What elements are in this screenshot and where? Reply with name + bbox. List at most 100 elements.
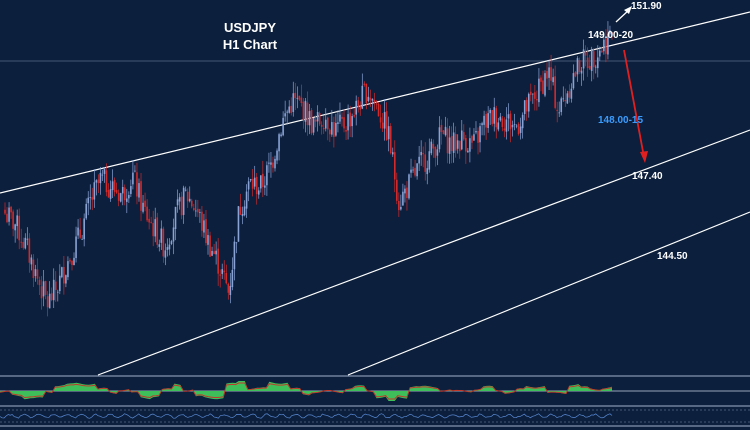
candle-body <box>44 281 47 295</box>
candle-body <box>20 241 23 243</box>
candle-body <box>302 101 305 120</box>
candle-body <box>379 117 382 123</box>
candle-body <box>105 170 108 193</box>
candle-body <box>341 116 343 119</box>
candle-body <box>416 163 418 177</box>
candle-body <box>201 211 203 231</box>
candle-body <box>481 123 483 126</box>
candle-body <box>180 196 183 216</box>
candle-body <box>121 187 124 194</box>
candle-body <box>538 78 540 103</box>
candle-body <box>282 117 284 136</box>
candle-body <box>174 206 177 229</box>
candle-body <box>375 103 378 105</box>
candle-body <box>304 100 307 122</box>
candle-body <box>586 57 589 69</box>
candle-body <box>493 107 496 124</box>
candle-body <box>463 132 465 140</box>
candle-body <box>560 98 563 113</box>
candle-body <box>361 85 364 109</box>
candle-body <box>213 251 215 255</box>
candle-body <box>40 286 43 299</box>
level-label-147-40: 147.40 <box>632 171 663 182</box>
candle-body <box>207 235 209 245</box>
candle-body <box>227 283 230 293</box>
candle-body <box>544 73 546 96</box>
candle-body <box>556 109 558 111</box>
candle-body <box>83 218 85 240</box>
candle-body <box>255 176 258 195</box>
candle-body <box>272 162 274 168</box>
candle-body <box>61 267 63 278</box>
candle-body <box>491 110 494 125</box>
candle-body <box>184 189 187 191</box>
candle-body <box>119 193 122 202</box>
candle-body <box>251 179 254 189</box>
candle-body <box>432 143 435 149</box>
candle-body <box>590 49 593 72</box>
candle-body <box>426 168 429 175</box>
candle-body <box>186 191 189 202</box>
candle-body <box>507 114 510 119</box>
candle-body <box>223 270 226 273</box>
candle-body <box>249 179 252 181</box>
candle-body <box>525 99 528 112</box>
candle-body <box>268 162 270 164</box>
candle-body <box>594 66 597 68</box>
candle-body <box>109 189 112 199</box>
candle-body <box>393 152 396 180</box>
candle-body <box>4 209 6 214</box>
candle-body <box>176 199 179 206</box>
candle-body <box>414 167 416 176</box>
candle-body <box>406 187 408 199</box>
candle-body <box>605 38 607 54</box>
candle-body <box>188 198 191 202</box>
candle-body <box>410 169 412 173</box>
candle-body <box>343 117 345 129</box>
candle-body <box>259 175 262 189</box>
candle-body <box>178 197 181 202</box>
candle-body <box>322 128 325 130</box>
candle-body <box>247 181 250 190</box>
candle-body <box>473 134 475 141</box>
candle-body <box>471 136 473 143</box>
candle-body <box>128 195 130 199</box>
candle-body <box>32 259 35 279</box>
candle-body <box>300 97 303 103</box>
candle-body <box>536 99 538 101</box>
candle-body <box>485 113 487 128</box>
candle-body <box>28 238 31 263</box>
candle-body <box>239 207 242 215</box>
candle-body <box>546 70 548 79</box>
candle-body <box>316 112 319 122</box>
candle-body <box>257 190 260 195</box>
candle-body <box>34 269 37 277</box>
channel-middle-line <box>97 129 750 376</box>
candle-body <box>85 203 88 219</box>
candle-body <box>209 235 211 257</box>
candle-body <box>288 106 291 113</box>
candle-body <box>532 93 534 95</box>
candle-body <box>298 95 301 100</box>
candle-body <box>487 113 489 128</box>
candle-body <box>420 151 422 156</box>
candle-body <box>294 92 297 99</box>
candle-body <box>515 125 518 127</box>
candle-body <box>123 187 126 201</box>
candle-body <box>170 241 173 245</box>
candle-body <box>458 140 461 152</box>
candle-body <box>554 76 556 108</box>
candle-body <box>359 106 362 110</box>
candle-body <box>77 227 79 236</box>
candle-body <box>182 187 185 215</box>
candle-body <box>42 281 45 297</box>
candle-body <box>203 220 205 233</box>
candle-body <box>24 237 27 249</box>
candle-body <box>270 162 272 165</box>
candle-body <box>278 134 280 152</box>
candle-body <box>284 113 286 117</box>
candle-body <box>199 212 201 214</box>
candle-body <box>8 207 10 222</box>
candle-body <box>477 130 479 143</box>
target-arrow-up <box>615 6 632 23</box>
